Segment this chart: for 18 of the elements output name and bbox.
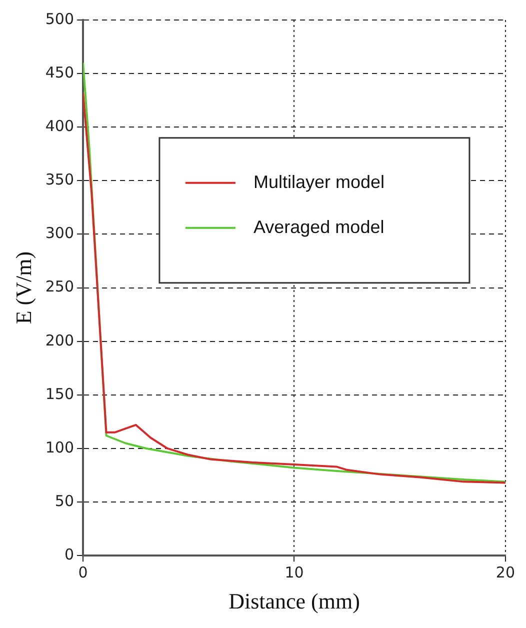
y-tick-label: 350 — [45, 170, 74, 189]
y-tick-label: 250 — [45, 278, 74, 296]
y-tick-label: 0 — [64, 545, 74, 564]
x-tick-label: 10 — [284, 563, 304, 582]
y-tick-label: 200 — [45, 331, 74, 350]
y-tick-label: 50 — [54, 492, 74, 510]
legend-label: Averaged model — [253, 216, 384, 237]
y-axis-title: E (V/m) — [10, 251, 36, 324]
x-tick-label: 0 — [78, 563, 88, 582]
y-tick-label: 400 — [45, 117, 74, 136]
y-tick-label: 500 — [45, 10, 74, 28]
x-axis-title: Distance (mm) — [228, 588, 360, 614]
y-tick-label: 300 — [45, 224, 74, 242]
y-tick-label: 150 — [45, 384, 74, 403]
legend-label: Multilayer model — [253, 172, 385, 192]
y-tick-label: 100 — [45, 438, 74, 456]
y-tick-label: 450 — [45, 63, 74, 82]
x-tick-label: 20 — [496, 563, 516, 582]
